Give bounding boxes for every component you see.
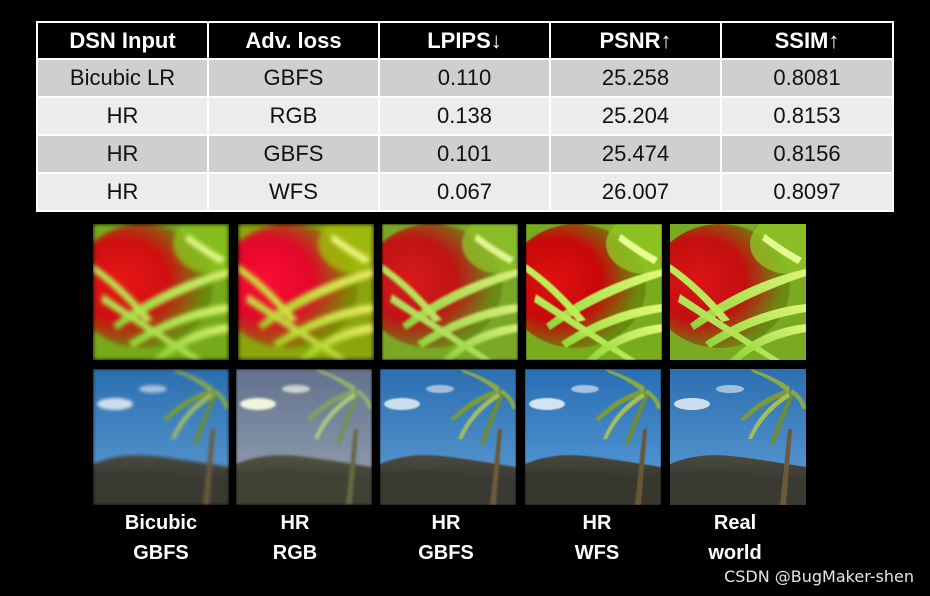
header-dsn-input: DSN Input — [36, 21, 209, 60]
table-cell: Bicubic LR — [36, 58, 209, 98]
flower-thumb-hr-rgb — [238, 224, 374, 360]
table-row: HR GBFS 0.101 25.474 0.8156 — [36, 134, 894, 174]
caption-line: WFS — [574, 542, 620, 564]
table-cell: HR — [36, 172, 209, 212]
table-cell: HR — [36, 96, 209, 136]
palm-thumb-hr-wfs — [525, 369, 661, 505]
flower-thumb-bicubic-gbfs — [93, 224, 229, 360]
caption-hr-rgb: HR RGB — [227, 508, 363, 568]
caption-bicubic-gbfs: Bicubic GBFS — [93, 508, 229, 568]
caption-line: Real — [713, 512, 757, 534]
table-cell: 0.110 — [378, 58, 551, 98]
palm-thumb-real-world — [670, 369, 806, 505]
table-cell: GBFS — [207, 58, 380, 98]
table-cell: RGB — [207, 96, 380, 136]
palm-thumb-hr-rgb — [236, 369, 372, 505]
flower-thumb-hr-wfs — [526, 224, 662, 360]
palm-thumb-hr-gbfs — [380, 369, 516, 505]
table-cell: 25.204 — [549, 96, 722, 136]
caption-hr-wfs: HR WFS — [529, 508, 665, 568]
table-cell: 0.067 — [378, 172, 551, 212]
table-row: HR WFS 0.067 26.007 0.8097 — [36, 172, 894, 212]
caption-line: GBFS — [418, 542, 474, 564]
flower-thumb-real-world — [670, 224, 806, 360]
table-cell: 0.8153 — [720, 96, 894, 136]
caption-hr-gbfs: HR GBFS — [378, 508, 514, 568]
header-lpips: LPIPS↓ — [378, 21, 551, 60]
caption-line: HR — [582, 512, 612, 534]
caption-real-world: Real world — [667, 508, 803, 568]
results-table: DSN Input Adv. loss LPIPS↓ PSNR↑ SSIM↑ B… — [36, 21, 894, 212]
caption-line: HR — [431, 512, 461, 534]
table-row: Bicubic LR GBFS 0.110 25.258 0.8081 — [36, 58, 894, 98]
watermark-text: CSDN @BugMaker-shen — [724, 567, 914, 586]
table-cell: 25.258 — [549, 58, 722, 98]
caption-line: world — [708, 542, 762, 564]
table-cell: 0.8156 — [720, 134, 894, 174]
table-cell: GBFS — [207, 134, 380, 174]
table-cell: HR — [36, 134, 209, 174]
table-row: HR RGB 0.138 25.204 0.8153 — [36, 96, 894, 136]
caption-line: HR — [280, 512, 310, 534]
table-cell: 26.007 — [549, 172, 722, 212]
header-ssim: SSIM↑ — [720, 21, 894, 60]
caption-line: RGB — [272, 542, 318, 564]
header-adv-loss: Adv. loss — [207, 21, 380, 60]
caption-line: GBFS — [133, 542, 189, 564]
flower-thumb-hr-gbfs — [382, 224, 518, 360]
table-cell: 0.8081 — [720, 58, 894, 98]
table-cell: WFS — [207, 172, 380, 212]
palm-thumb-bicubic-gbfs — [93, 369, 229, 505]
table-cell: 0.8097 — [720, 172, 894, 212]
caption-line: Bicubic — [124, 512, 198, 534]
table-cell: 25.474 — [549, 134, 722, 174]
header-psnr: PSNR↑ — [549, 21, 722, 60]
table-cell: 0.138 — [378, 96, 551, 136]
table-cell: 0.101 — [378, 134, 551, 174]
table-header-row: DSN Input Adv. loss LPIPS↓ PSNR↑ SSIM↑ — [36, 21, 894, 60]
